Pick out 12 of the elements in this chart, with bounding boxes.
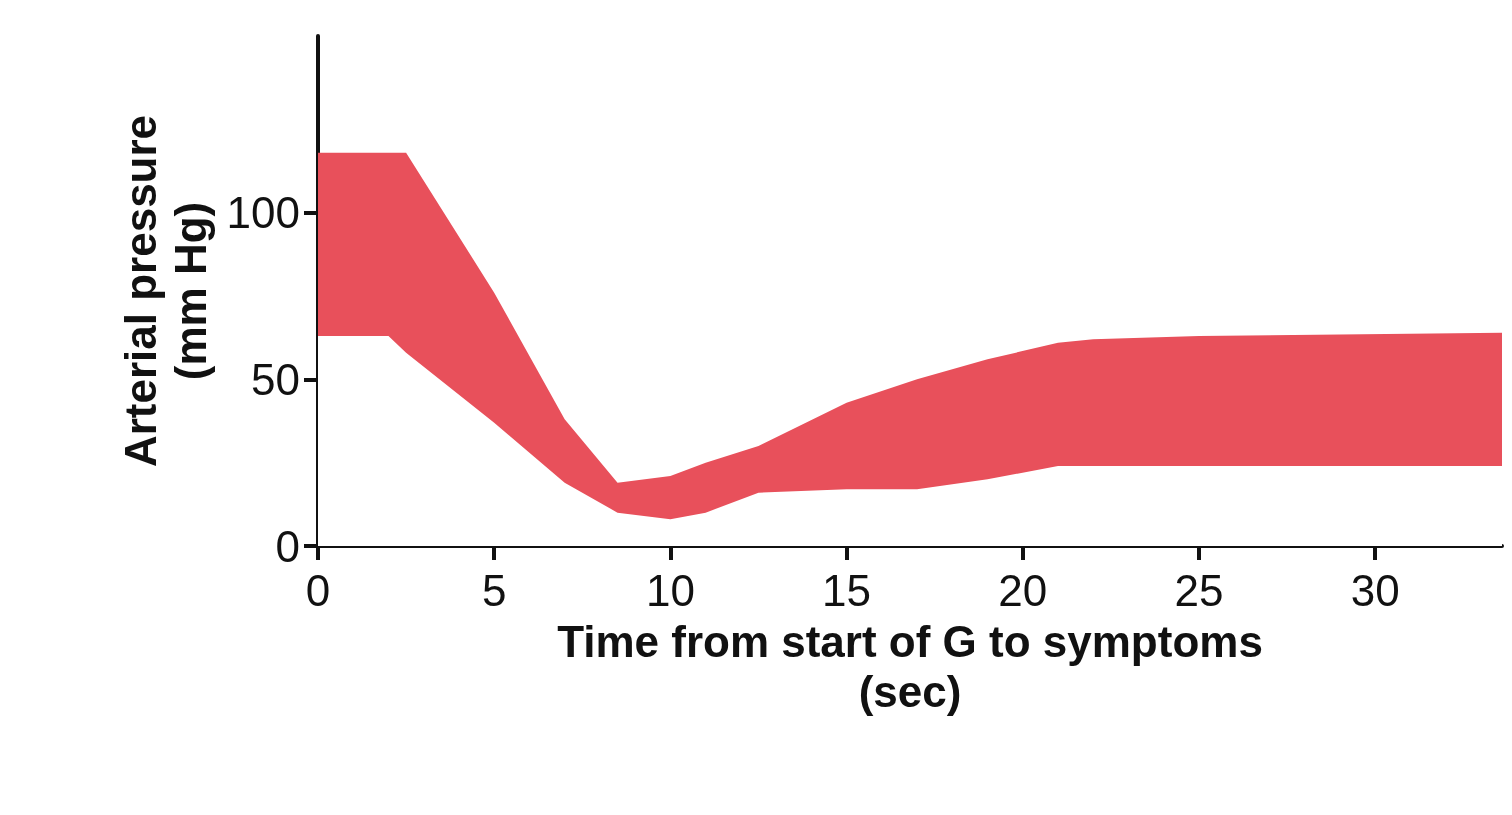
x-axis-title: Time from start of G to symptoms (sec) [557,617,1263,717]
y-tick-label: 100 [226,188,300,238]
x-tick-label: 20 [998,565,1048,615]
x-tick-label: 30 [1350,565,1400,615]
y-axis-title: Arterial pressure (mm Hg) [116,114,216,468]
y-tick-label: 50 [251,354,300,404]
x-tick-label: 0 [305,565,331,615]
x-tick-label: 15 [822,565,872,615]
x-tick-label: 25 [1174,565,1224,615]
x-tick-label: 5 [481,565,507,615]
x-tick-label: 10 [645,565,695,615]
y-tick-label: 0 [275,521,300,571]
